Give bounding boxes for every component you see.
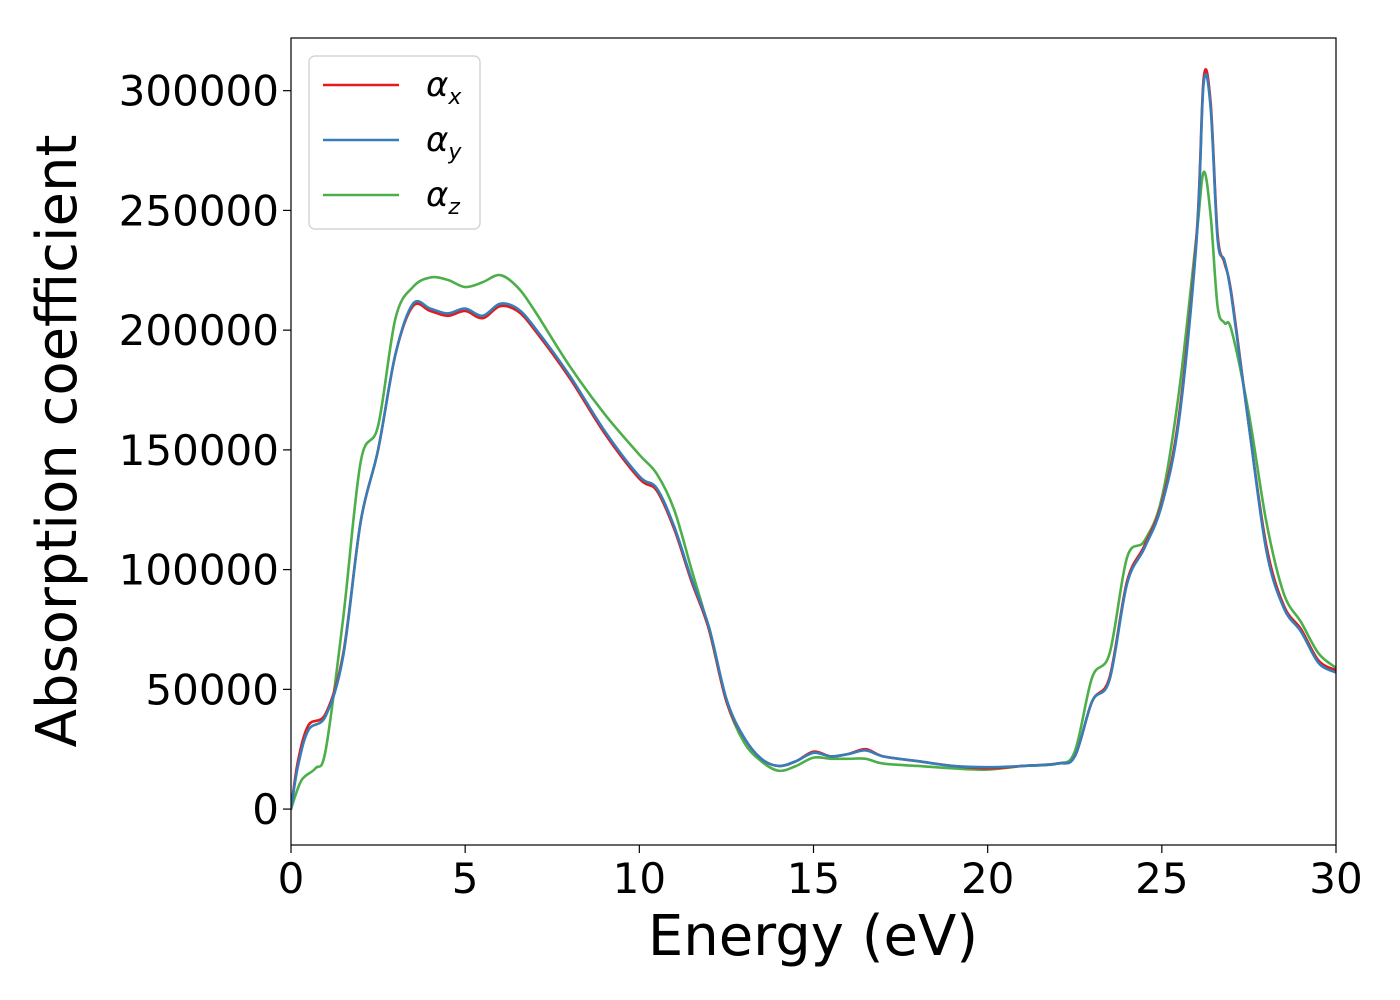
x-tick-label: 20 [961, 854, 1014, 903]
legend-subscript: y [447, 140, 462, 165]
legend-label-y: αy [426, 120, 462, 165]
y-tick-label: 100000 [119, 546, 279, 595]
legend-label-z: αz [426, 175, 460, 220]
legend-label-x: αx [426, 65, 462, 110]
y-tick-label: 150000 [119, 426, 279, 475]
y-tick-label: 200000 [119, 306, 279, 355]
x-tick-label: 30 [1309, 854, 1362, 903]
legend-subscript: z [447, 195, 460, 220]
x-tick-label: 15 [787, 854, 840, 903]
legend-subscript: x [447, 85, 462, 110]
series-line-y [291, 72, 1336, 811]
series-line-z [291, 170, 1336, 811]
y-tick-label: 0 [252, 785, 279, 834]
y-tick-label: 250000 [119, 186, 279, 235]
legend-box [308, 55, 481, 230]
x-axis-label: Energy (eV) [648, 904, 978, 969]
x-tick-label: 0 [278, 854, 305, 903]
x-tick-label: 5 [452, 854, 479, 903]
y-axis-label: Absorption coefficient [25, 135, 90, 748]
y-axis: 0 50000 100000 150000 200000 250000 300000 [119, 67, 291, 834]
x-tick-label: 10 [613, 854, 666, 903]
y-tick-label: 300000 [119, 67, 279, 116]
legend-symbol: α [426, 120, 448, 160]
legend-symbol: α [426, 175, 448, 215]
series-layer [291, 68, 1336, 811]
legend-symbol: α [426, 65, 448, 105]
y-tick-label: 50000 [145, 665, 279, 714]
x-axis: 0 5 10 15 20 25 30 [278, 845, 1363, 903]
x-tick-label: 25 [1135, 854, 1188, 903]
